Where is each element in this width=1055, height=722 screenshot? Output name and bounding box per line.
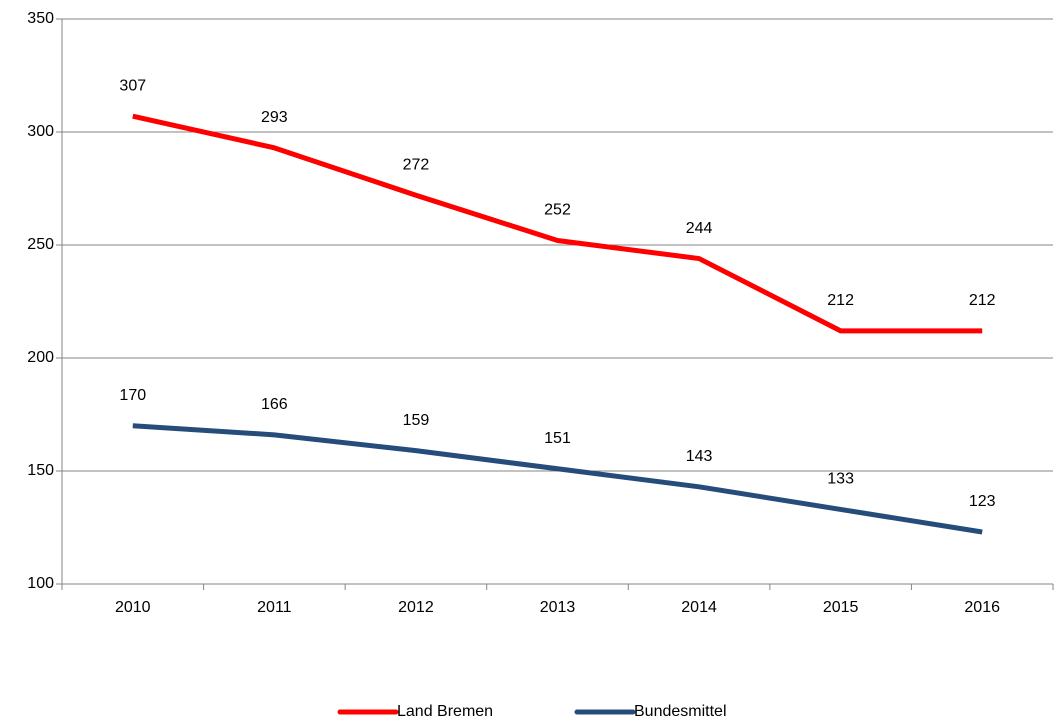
legend-label: Bundesmittel — [634, 703, 727, 720]
y-tick-label: 200 — [27, 349, 54, 366]
y-tick-label: 100 — [27, 575, 54, 592]
data-label: 151 — [544, 430, 571, 447]
series-line — [132, 113, 983, 334]
y-tick-label: 250 — [27, 236, 54, 253]
data-label: 159 — [403, 412, 430, 429]
x-tick-label: 2012 — [398, 599, 434, 616]
data-label: 133 — [827, 471, 854, 488]
data-label: 252 — [544, 202, 571, 219]
x-tick-label: 2015 — [823, 599, 859, 616]
x-tick-label: 2010 — [115, 599, 151, 616]
data-label: 166 — [261, 396, 288, 413]
data-label: 307 — [119, 77, 146, 94]
data-label: 123 — [969, 493, 996, 510]
series-line — [132, 423, 983, 535]
x-tick-label: 2013 — [540, 599, 576, 616]
x-tick-label: 2011 — [257, 599, 292, 616]
x-tick-label: 2016 — [964, 599, 1000, 616]
data-label: 272 — [403, 156, 430, 173]
data-label: 212 — [827, 292, 854, 309]
data-label: 244 — [686, 220, 713, 237]
data-label: 293 — [261, 109, 288, 126]
data-label: 212 — [969, 292, 996, 309]
y-tick-label: 150 — [27, 462, 54, 479]
data-label: 143 — [686, 448, 713, 465]
legend-label: Land Bremen — [397, 703, 493, 720]
y-tick-label: 350 — [27, 10, 54, 27]
data-label: 170 — [119, 387, 146, 404]
x-tick-label: 2014 — [681, 599, 717, 616]
y-tick-label: 300 — [27, 123, 54, 140]
